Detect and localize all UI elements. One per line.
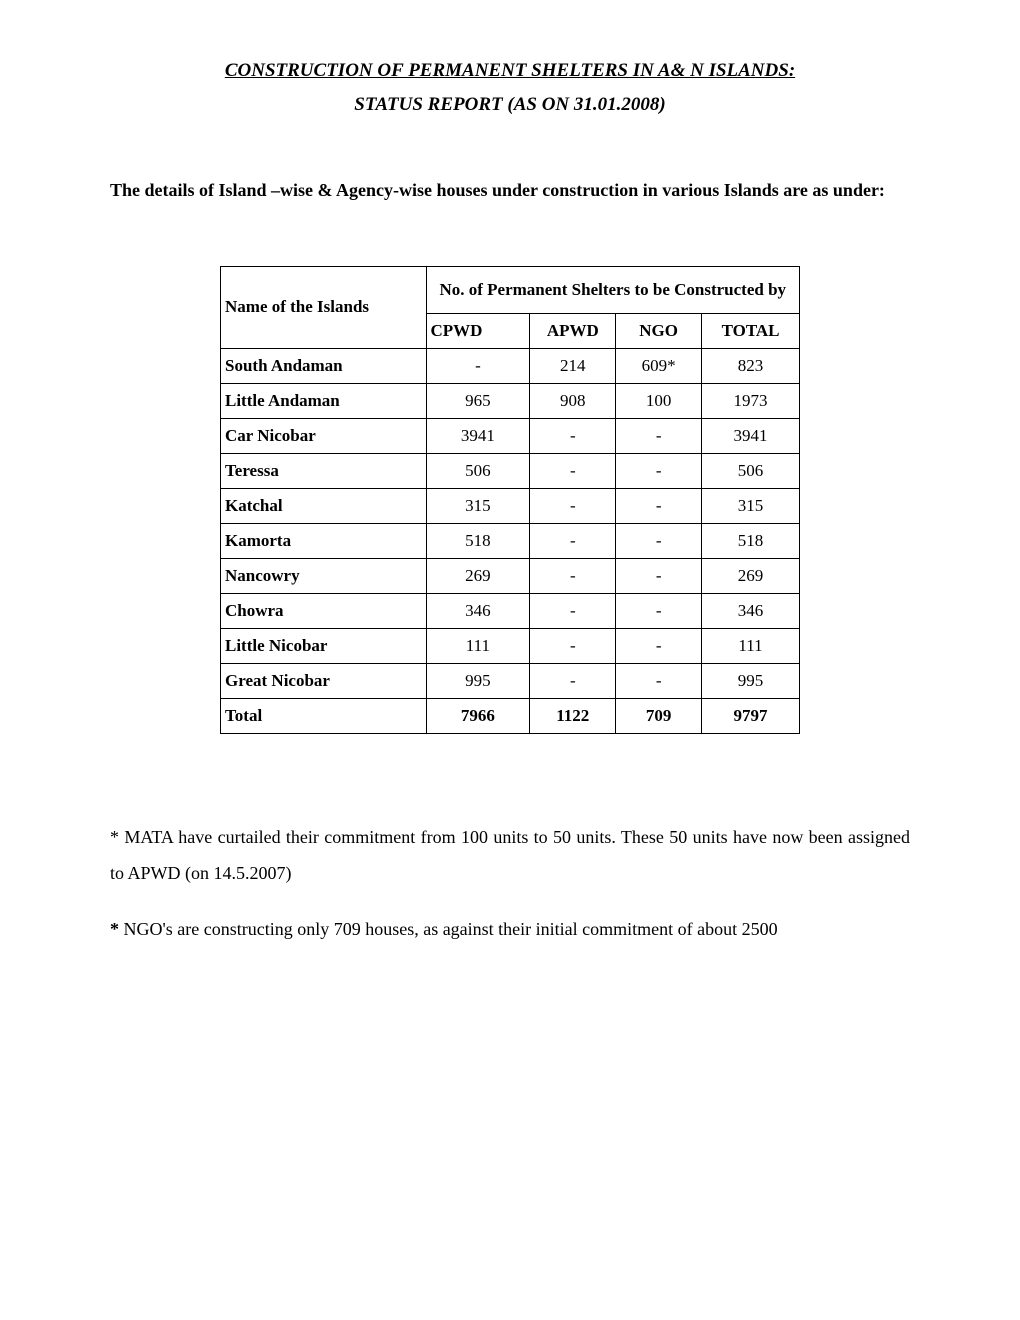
cell-cpwd: 3941 [426, 418, 530, 453]
footnote-1: * MATA have curtailed their commitment f… [110, 819, 910, 891]
cell-cpwd: - [426, 348, 530, 383]
cell-total-apwd: 1122 [530, 698, 616, 733]
cell-island: Car Nicobar [221, 418, 427, 453]
cell-total: 1973 [702, 383, 800, 418]
header-island-name: Name of the Islands [221, 266, 427, 348]
cell-apwd: 214 [530, 348, 616, 383]
cell-total-total: 9797 [702, 698, 800, 733]
table-row: Little Nicobar 111 - - 111 [221, 628, 800, 663]
header-ngo: NGO [616, 313, 702, 348]
cell-cpwd: 518 [426, 523, 530, 558]
table-row: Little Andaman 965 908 100 1973 [221, 383, 800, 418]
cell-ngo: - [616, 593, 702, 628]
cell-total: 995 [702, 663, 800, 698]
cell-apwd: - [530, 488, 616, 523]
cell-total: 269 [702, 558, 800, 593]
cell-cpwd: 346 [426, 593, 530, 628]
table-row: Great Nicobar 995 - - 995 [221, 663, 800, 698]
table-row: Teressa 506 - - 506 [221, 453, 800, 488]
footnote-2: * NGO's are constructing only 709 houses… [110, 911, 910, 947]
cell-apwd: - [530, 593, 616, 628]
cell-island: Kamorta [221, 523, 427, 558]
cell-apwd: - [530, 523, 616, 558]
cell-ngo: - [616, 523, 702, 558]
header-total: TOTAL [702, 313, 800, 348]
cell-ngo: - [616, 628, 702, 663]
cell-ngo: 100 [616, 383, 702, 418]
cell-total-ngo: 709 [616, 698, 702, 733]
cell-cpwd: 965 [426, 383, 530, 418]
cell-total: 506 [702, 453, 800, 488]
intro-paragraph: The details of Island –wise & Agency-wis… [110, 171, 910, 211]
cell-cpwd: 995 [426, 663, 530, 698]
cell-total-label: Total [221, 698, 427, 733]
table-row: South Andaman - 214 609* 823 [221, 348, 800, 383]
cell-cpwd: 269 [426, 558, 530, 593]
cell-island: Little Andaman [221, 383, 427, 418]
cell-island: Nancowry [221, 558, 427, 593]
cell-island: Little Nicobar [221, 628, 427, 663]
title-line-1: CONSTRUCTION OF PERMANENT SHELTERS IN A&… [110, 60, 910, 82]
cell-total: 111 [702, 628, 800, 663]
header-cpwd: CPWD [426, 313, 530, 348]
header-shelters: No. of Permanent Shelters to be Construc… [426, 266, 799, 313]
cell-apwd: 908 [530, 383, 616, 418]
cell-apwd: - [530, 558, 616, 593]
shelter-table: Name of the Islands No. of Permanent She… [220, 266, 800, 734]
table-row: Chowra 346 - - 346 [221, 593, 800, 628]
cell-total: 823 [702, 348, 800, 383]
table-row: Katchal 315 - - 315 [221, 488, 800, 523]
cell-ngo: - [616, 488, 702, 523]
cell-apwd: - [530, 663, 616, 698]
table-row: Nancowry 269 - - 269 [221, 558, 800, 593]
cell-cpwd: 315 [426, 488, 530, 523]
cell-cpwd: 111 [426, 628, 530, 663]
table-header-row-1: Name of the Islands No. of Permanent She… [221, 266, 800, 313]
cell-total-cpwd: 7966 [426, 698, 530, 733]
cell-island: South Andaman [221, 348, 427, 383]
shelter-table-container: Name of the Islands No. of Permanent She… [220, 266, 800, 734]
title-line-2: STATUS REPORT (AS ON 31.01.2008) [110, 94, 910, 116]
footnote-2-text: NGO's are constructing only 709 houses, … [124, 919, 778, 939]
cell-ngo: 609* [616, 348, 702, 383]
table-total-row: Total 7966 1122 709 9797 [221, 698, 800, 733]
cell-ngo: - [616, 663, 702, 698]
cell-total: 3941 [702, 418, 800, 453]
cell-total: 315 [702, 488, 800, 523]
table-row: Kamorta 518 - - 518 [221, 523, 800, 558]
cell-island: Teressa [221, 453, 427, 488]
cell-apwd: - [530, 628, 616, 663]
table-row: Car Nicobar 3941 - - 3941 [221, 418, 800, 453]
cell-island: Great Nicobar [221, 663, 427, 698]
cell-total: 346 [702, 593, 800, 628]
cell-total: 518 [702, 523, 800, 558]
cell-apwd: - [530, 453, 616, 488]
cell-cpwd: 506 [426, 453, 530, 488]
cell-apwd: - [530, 418, 616, 453]
footnote-2-star: * [110, 919, 124, 939]
cell-ngo: - [616, 453, 702, 488]
cell-ngo: - [616, 558, 702, 593]
cell-ngo: - [616, 418, 702, 453]
header-apwd: APWD [530, 313, 616, 348]
cell-island: Katchal [221, 488, 427, 523]
cell-island: Chowra [221, 593, 427, 628]
